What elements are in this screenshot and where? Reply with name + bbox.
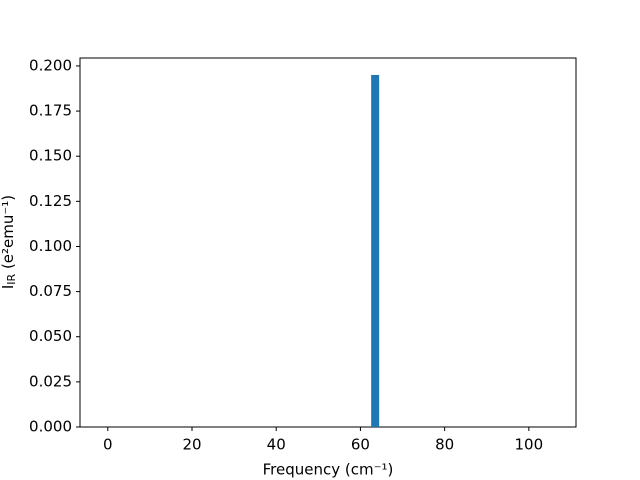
y-tick-label: 0.000 (29, 418, 72, 436)
y-tick-label: 0.025 (29, 372, 72, 390)
y-tick-label: 0.050 (29, 327, 72, 345)
y-tick-label: 0.125 (29, 192, 72, 210)
bar (371, 74, 380, 427)
y-label-symbol: I (0, 285, 17, 289)
x-tick-label: 20 (182, 436, 201, 454)
y-tick-label: 0.100 (29, 237, 72, 255)
plot-frame (79, 57, 577, 428)
y-tick-label: 0.200 (29, 56, 72, 74)
y-tick-label: 0.150 (29, 147, 72, 165)
y-label-subscript: IR (5, 273, 18, 284)
y-axis-label: IIR (e²emu⁻¹) (0, 195, 18, 289)
x-tick-label: 0 (103, 436, 113, 454)
y-tick-label: 0.175 (29, 102, 72, 120)
x-tick-label: 80 (435, 436, 454, 454)
x-axis-label: Frequency (cm⁻¹) (263, 461, 394, 479)
x-tick-label: 100 (515, 436, 544, 454)
y-label-unit: (e²emu⁻¹) (0, 195, 17, 274)
x-tick-label: 40 (267, 436, 286, 454)
y-tick-label: 0.075 (29, 282, 72, 300)
x-tick-label: 60 (351, 436, 370, 454)
